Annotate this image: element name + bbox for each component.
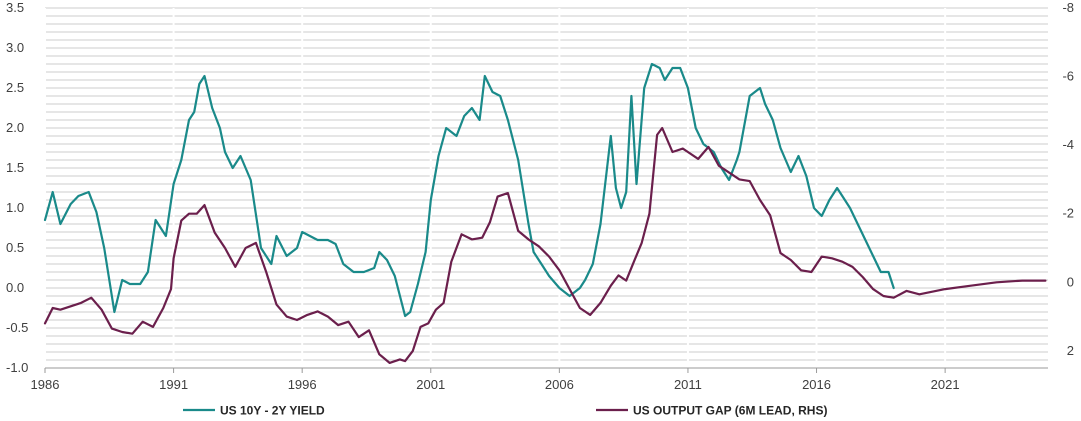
- y2-tick-label: 2: [1067, 343, 1074, 358]
- grid-lines: [45, 7, 1048, 369]
- y-tick-label: 2.5: [6, 80, 24, 95]
- y-tick-label: 0.5: [6, 240, 24, 255]
- y2-tick-label: -6: [1062, 69, 1074, 84]
- y-tick-label: 1.5: [6, 160, 24, 175]
- x-tick-label: 2006: [545, 377, 574, 392]
- y2-tick-label: -4: [1062, 137, 1074, 152]
- x-tick-label: 1996: [288, 377, 317, 392]
- y-tick-label: 1.0: [6, 200, 24, 215]
- x-tick-label: 2016: [802, 377, 831, 392]
- x-tick-label: 1986: [31, 377, 60, 392]
- series-line-us-10y-2y-yield: [43, 62, 895, 318]
- y2-tick-label: 0: [1067, 274, 1074, 289]
- y-axis-right-ticks: -8 -6 -4 -2 0 2: [1062, 0, 1074, 358]
- y-tick-label: -1.0: [6, 360, 28, 375]
- y2-tick-label: -2: [1062, 206, 1074, 221]
- legend: US 10Y - 2Y YIELD US OUTPUT GAP (6M LEAD…: [183, 404, 827, 418]
- series-line-us-output-gap: [43, 126, 1047, 364]
- y-axis-left-ticks: 3.5 3.0 2.5 2.0 1.5 1.0 0.5 0.0 -0.5 -1.0: [6, 0, 28, 375]
- legend-label-us-10y-2y-yield: US 10Y - 2Y YIELD: [220, 404, 325, 418]
- series-lines: [43, 62, 1047, 364]
- x-tick-label: 1991: [159, 377, 188, 392]
- y-tick-label: -0.5: [6, 320, 28, 335]
- legend-label-us-output-gap: US OUTPUT GAP (6M LEAD, RHS): [633, 404, 827, 418]
- x-tick-label: 2021: [931, 377, 960, 392]
- y-tick-label: 2.0: [6, 120, 24, 135]
- y-tick-label: 3.5: [6, 0, 24, 15]
- x-axis-ticks: 1986 1991 1996 2001 2006 2011 2016 2021: [31, 368, 960, 392]
- y2-tick-label: -8: [1062, 0, 1074, 15]
- x-tick-label: 2001: [416, 377, 445, 392]
- y-tick-label: 3.0: [6, 40, 24, 55]
- y-tick-label: 0.0: [6, 280, 24, 295]
- x-tick-label: 2011: [674, 377, 702, 392]
